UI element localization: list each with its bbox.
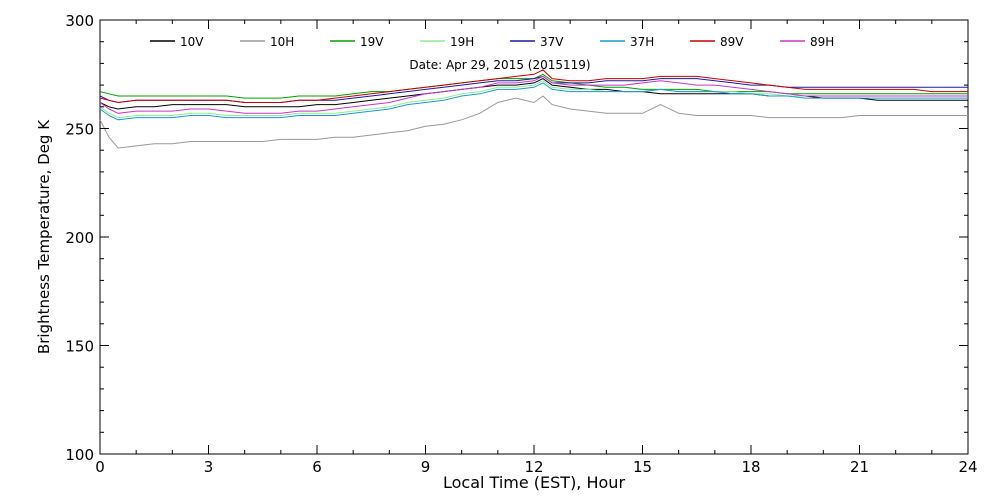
- x-tick-label: 24: [958, 458, 977, 476]
- y-tick-label: 200: [65, 229, 94, 247]
- x-axis-label: Local Time (EST), Hour: [443, 473, 625, 492]
- y-tick-label: 100: [65, 446, 94, 464]
- x-tick-label: 21: [850, 458, 869, 476]
- legend-label: 37H: [630, 35, 654, 49]
- series-line-89v: [99, 69, 968, 104]
- y-tick-label: 250: [65, 121, 94, 139]
- legend-label: 19H: [450, 35, 474, 49]
- y-tick-label: 150: [65, 338, 94, 356]
- series-line-10v: [99, 78, 968, 110]
- y-tick-label: 300: [65, 12, 94, 30]
- y-axis-label: Brightness Temperature, Deg K: [35, 119, 53, 354]
- legend-label: 19V: [360, 35, 384, 49]
- series-line-19h: [99, 80, 968, 119]
- legend-label: 37V: [540, 35, 564, 49]
- x-tick-label: 18: [741, 458, 760, 476]
- legend-label: 10V: [180, 35, 204, 49]
- series-line-37h: [99, 82, 968, 121]
- x-tick-label: 3: [204, 458, 214, 476]
- x-tick-label: 9: [421, 458, 431, 476]
- x-tick-label: 15: [633, 458, 652, 476]
- legend-label: 89H: [810, 35, 834, 49]
- x-tick-label: 12: [524, 458, 543, 476]
- series-line-19v: [99, 73, 968, 99]
- x-tick-label: 0: [95, 458, 105, 476]
- series-line-89h: [99, 75, 968, 114]
- legend-label: 89V: [720, 35, 744, 49]
- x-tick-label: 6: [312, 458, 322, 476]
- chart-title: Date: Apr 29, 2015 (2015119): [409, 58, 590, 72]
- legend: 10V 10H 19V 19H 37V 37H 89V 89H: [150, 35, 834, 49]
- series-line-10h: [99, 95, 968, 149]
- series-layer: [99, 69, 968, 149]
- legend-label: 10H: [270, 35, 294, 49]
- axis-layer: 0 3 6 9 12 15 18 21 24 100 150 200 250 300: [65, 12, 977, 476]
